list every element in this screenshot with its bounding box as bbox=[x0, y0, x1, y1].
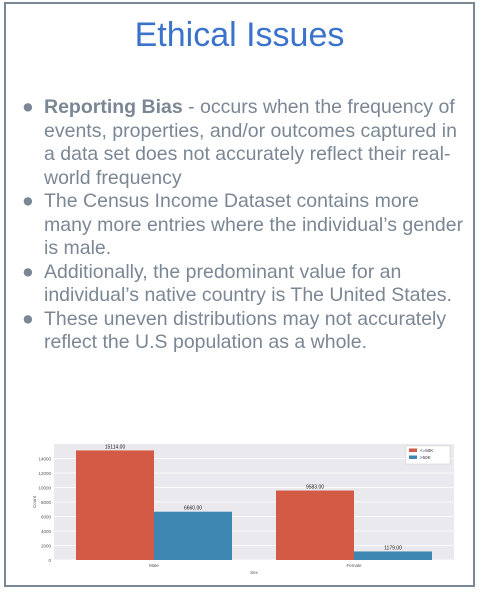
data-label: 1179.00 bbox=[384, 545, 402, 551]
bar-chart-svg: 0 2000 4000 6000 8000 10000 12000 14000 15114.00… bbox=[32, 444, 454, 575]
bullet-item: ● The Census Income Dataset contains more… bbox=[20, 190, 468, 261]
data-label: 6660.00 bbox=[184, 506, 202, 512]
bar-chart: 0 2000 4000 6000 8000 10000 12000 14000 15114.00… bbox=[30, 440, 458, 576]
y-tick-label: 6000 bbox=[41, 515, 52, 520]
bullet-item: ● Reporting Bias - occurs when the freque… bbox=[20, 96, 468, 190]
y-tick-label: 10000 bbox=[38, 486, 51, 491]
slide-title: Ethical Issues bbox=[134, 16, 345, 54]
legend-swatch bbox=[409, 455, 417, 459]
y-tick-label: 4000 bbox=[41, 529, 52, 534]
bullet-dot-icon: ● bbox=[22, 190, 34, 212]
data-label: 9583.00 bbox=[306, 485, 324, 491]
bar bbox=[76, 450, 154, 560]
bullet-text: The Census Income Dataset contains more … bbox=[44, 190, 464, 259]
bullet-item: ● Additionally, the predominant value for… bbox=[20, 261, 468, 308]
bullet-dot-icon: ● bbox=[22, 260, 34, 283]
x-tick-label: Female bbox=[346, 563, 362, 568]
bullet-dot-icon: ● bbox=[22, 96, 34, 118]
bullet-text: These uneven distributions may not accur… bbox=[44, 307, 447, 354]
slide: Ethical Issues ● Reporting Bias - occurs … bbox=[4, 2, 475, 587]
bar bbox=[276, 490, 354, 560]
bullet-bold-term: Reporting Bias bbox=[44, 96, 183, 118]
bar bbox=[354, 551, 432, 560]
y-axis-label: Count bbox=[32, 495, 37, 508]
y-tick-label: 14000 bbox=[38, 457, 51, 462]
bullet-list: ● Reporting Bias - occurs when the freque… bbox=[20, 96, 468, 355]
bullet-text: Additionally, the predominant value for … bbox=[44, 260, 452, 307]
legend-label: <=50K bbox=[420, 448, 433, 453]
legend-swatch bbox=[409, 448, 417, 452]
y-tick-label: 12000 bbox=[38, 471, 51, 476]
bullet-text: - occurs when the frequency of events, p… bbox=[44, 96, 457, 189]
data-label: 15114.00 bbox=[105, 444, 126, 450]
bullet-item: ● These uneven distributions may not accu… bbox=[20, 308, 468, 355]
y-tick-label: 2000 bbox=[41, 544, 52, 549]
bullet-dot-icon: ● bbox=[22, 307, 34, 330]
y-tick-label: 0 bbox=[48, 558, 51, 563]
x-tick-label: Male bbox=[149, 563, 159, 568]
y-tick-label: 8000 bbox=[41, 500, 52, 505]
x-axis-label: Sex bbox=[250, 570, 259, 575]
bar bbox=[154, 511, 232, 560]
legend-label: >50K bbox=[420, 455, 431, 460]
